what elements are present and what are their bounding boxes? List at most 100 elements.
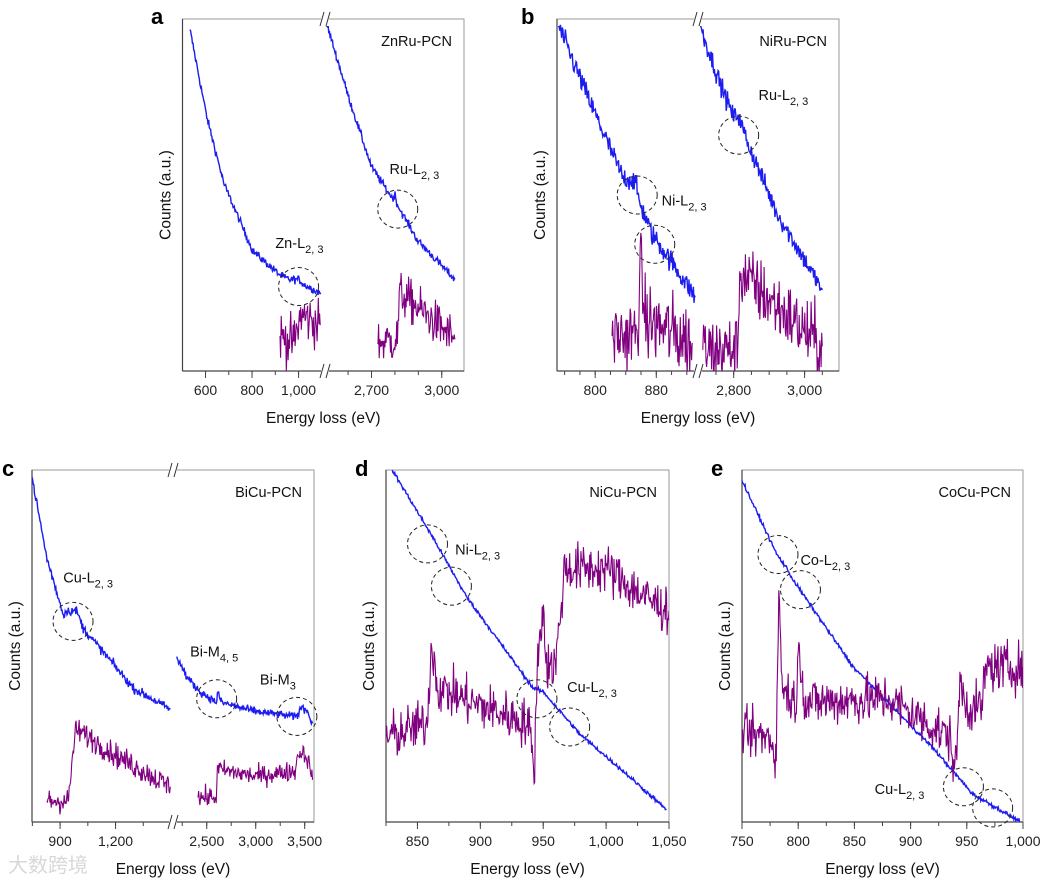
x-tick-label: 600 xyxy=(194,382,218,398)
edge-annotation: Ru-L2, 3 xyxy=(718,88,808,155)
annotation-main: Ru-L xyxy=(390,162,421,178)
dashed-highlight-circle xyxy=(549,707,591,747)
annotation-subscript: 2, 3 xyxy=(688,202,706,214)
x-tick-label: 950 xyxy=(955,833,979,849)
edge-annotation: Ni-L2, 3 xyxy=(616,175,707,264)
x-tick-label: 3,000 xyxy=(238,833,273,849)
y-axis-title: Counts (a.u.) xyxy=(532,150,549,240)
dashed-highlight-circle xyxy=(430,566,472,606)
dashed-highlight-circle xyxy=(516,679,558,719)
axis-break-mark xyxy=(319,363,331,379)
panel-c: 900 1,200 2,500 3,000 3,500 c BiCu-PCN Energy l… xyxy=(2,456,322,878)
axis-break-mark xyxy=(167,814,179,830)
annotation-subscript: 2, 3 xyxy=(305,244,323,256)
dashed-highlight-circle xyxy=(196,679,238,719)
axis-break-mark xyxy=(692,363,704,379)
annotation-label: Cu-L2, 3 xyxy=(875,782,925,802)
edge-signal-line xyxy=(611,232,693,371)
y-axis-title: Counts (a.u.) xyxy=(717,601,734,691)
x-tick-label: 850 xyxy=(843,833,867,849)
x-tick-label: 900 xyxy=(899,833,923,849)
annotation-main: Cu-L xyxy=(875,782,906,798)
axis-break-mark xyxy=(167,462,179,478)
x-tick-label: 1,200 xyxy=(98,833,133,849)
x-tick-label: 900 xyxy=(469,833,493,849)
y-axis-title: Counts (a.u.) xyxy=(7,601,24,691)
x-axis-title: Energy loss (eV) xyxy=(470,861,585,878)
dashed-highlight-circle xyxy=(718,115,760,155)
x-tick-label: 950 xyxy=(532,833,556,849)
annotation-label: Ni-L2, 3 xyxy=(455,542,500,562)
spectrum-line xyxy=(391,470,667,811)
panel-a: 600 800 1,000 2,700 3,000 a ZnRu-PCN Energy los… xyxy=(151,4,465,427)
annotation-main: Zn-L xyxy=(275,236,305,252)
annotation-label: Ru-L2, 3 xyxy=(390,162,440,182)
annotation-subscript: 4, 5 xyxy=(220,653,238,665)
edge-annotation: Cu-L2, 3 xyxy=(516,679,617,747)
axis-break-mark xyxy=(319,11,331,27)
panel-title: ZnRu-PCN xyxy=(381,34,452,50)
panel-title: CoCu-PCN xyxy=(938,485,1011,501)
spectrum-line xyxy=(699,25,823,291)
panel-e: 750 800 850 900 950 1,000 e CoCu-PCN Energy loss… xyxy=(711,456,1040,878)
x-tick-label: 1,000 xyxy=(1005,833,1040,849)
dashed-highlight-circle xyxy=(278,267,320,307)
edge-annotation: Cu-L2, 3 xyxy=(875,767,1014,828)
panel-letter: d xyxy=(355,456,368,481)
x-axis-title: Energy loss (eV) xyxy=(825,861,940,878)
annotation-subscript: 2, 3 xyxy=(599,688,617,700)
edge-annotation: Cu-L2, 3 xyxy=(52,571,113,641)
panel-letter: c xyxy=(2,456,14,481)
plot-frame xyxy=(741,469,1024,823)
spectrum-line xyxy=(742,480,1021,822)
annotation-main: Ni-L xyxy=(662,194,689,210)
plot-frame xyxy=(31,469,315,823)
annotation-label: Bi-M4, 5 xyxy=(190,645,238,665)
x-tick-label: 750 xyxy=(730,833,754,849)
edge-signal-line xyxy=(376,272,456,359)
annotation-subscript: 2, 3 xyxy=(790,96,808,108)
annotation-label: Co-L2, 3 xyxy=(800,553,850,573)
x-axis-title: Energy loss (eV) xyxy=(116,861,231,878)
dashed-highlight-circle xyxy=(52,601,94,641)
x-tick-label: 2,500 xyxy=(189,833,224,849)
x-tick-label: 1,050 xyxy=(651,833,686,849)
annotation-subscript: 2, 3 xyxy=(421,170,439,182)
panel-b: 800 880 2,800 3,000 b NiRu-PCN Energy loss (eV… xyxy=(521,4,840,427)
x-tick-label: 3,000 xyxy=(787,382,822,398)
x-tick-label: 800 xyxy=(584,382,608,398)
y-axis-title: Counts (a.u.) xyxy=(158,150,175,240)
dashed-highlight-circle xyxy=(634,224,676,264)
panel-letter: a xyxy=(151,4,164,29)
panel-d: 850 900 950 1,000 1,050 d NiCu-PCN Energy loss … xyxy=(355,456,687,878)
spectrum-line xyxy=(325,22,456,282)
annotation-main: Cu-L xyxy=(63,571,94,587)
annotation-main: Co-L xyxy=(800,553,831,569)
spectrum-line xyxy=(176,656,314,727)
panel-letter: e xyxy=(711,456,723,481)
spectrum-line xyxy=(189,29,322,296)
dashed-highlight-circle xyxy=(276,696,318,736)
annotation-main: Bi-M xyxy=(190,645,220,661)
x-tick-label: 880 xyxy=(645,382,669,398)
dashed-highlight-circle xyxy=(407,524,449,564)
x-tick-label: 900 xyxy=(48,833,72,849)
plot-frame xyxy=(182,18,465,372)
panel-title: NiCu-PCN xyxy=(589,485,657,501)
dashed-highlight-circle xyxy=(377,189,419,229)
edge-signal-line xyxy=(742,590,1023,782)
annotation-main: Ru-L xyxy=(759,88,790,104)
axis-break-mark xyxy=(692,11,704,27)
edge-signal-line xyxy=(197,744,314,806)
edge-annotation: Ru-L2, 3 xyxy=(377,162,440,229)
panel-title: BiCu-PCN xyxy=(235,485,302,501)
x-tick-label: 2,700 xyxy=(354,382,389,398)
annotation-main: Bi-M xyxy=(260,673,290,689)
dashed-highlight-circle xyxy=(779,570,821,610)
edge-annotation: Bi-M4, 5 xyxy=(190,645,238,719)
spectrum-line xyxy=(32,476,171,711)
dashed-highlight-circle xyxy=(757,534,799,574)
annotation-subscript: 3 xyxy=(290,681,296,693)
panel-title: NiRu-PCN xyxy=(759,34,827,50)
